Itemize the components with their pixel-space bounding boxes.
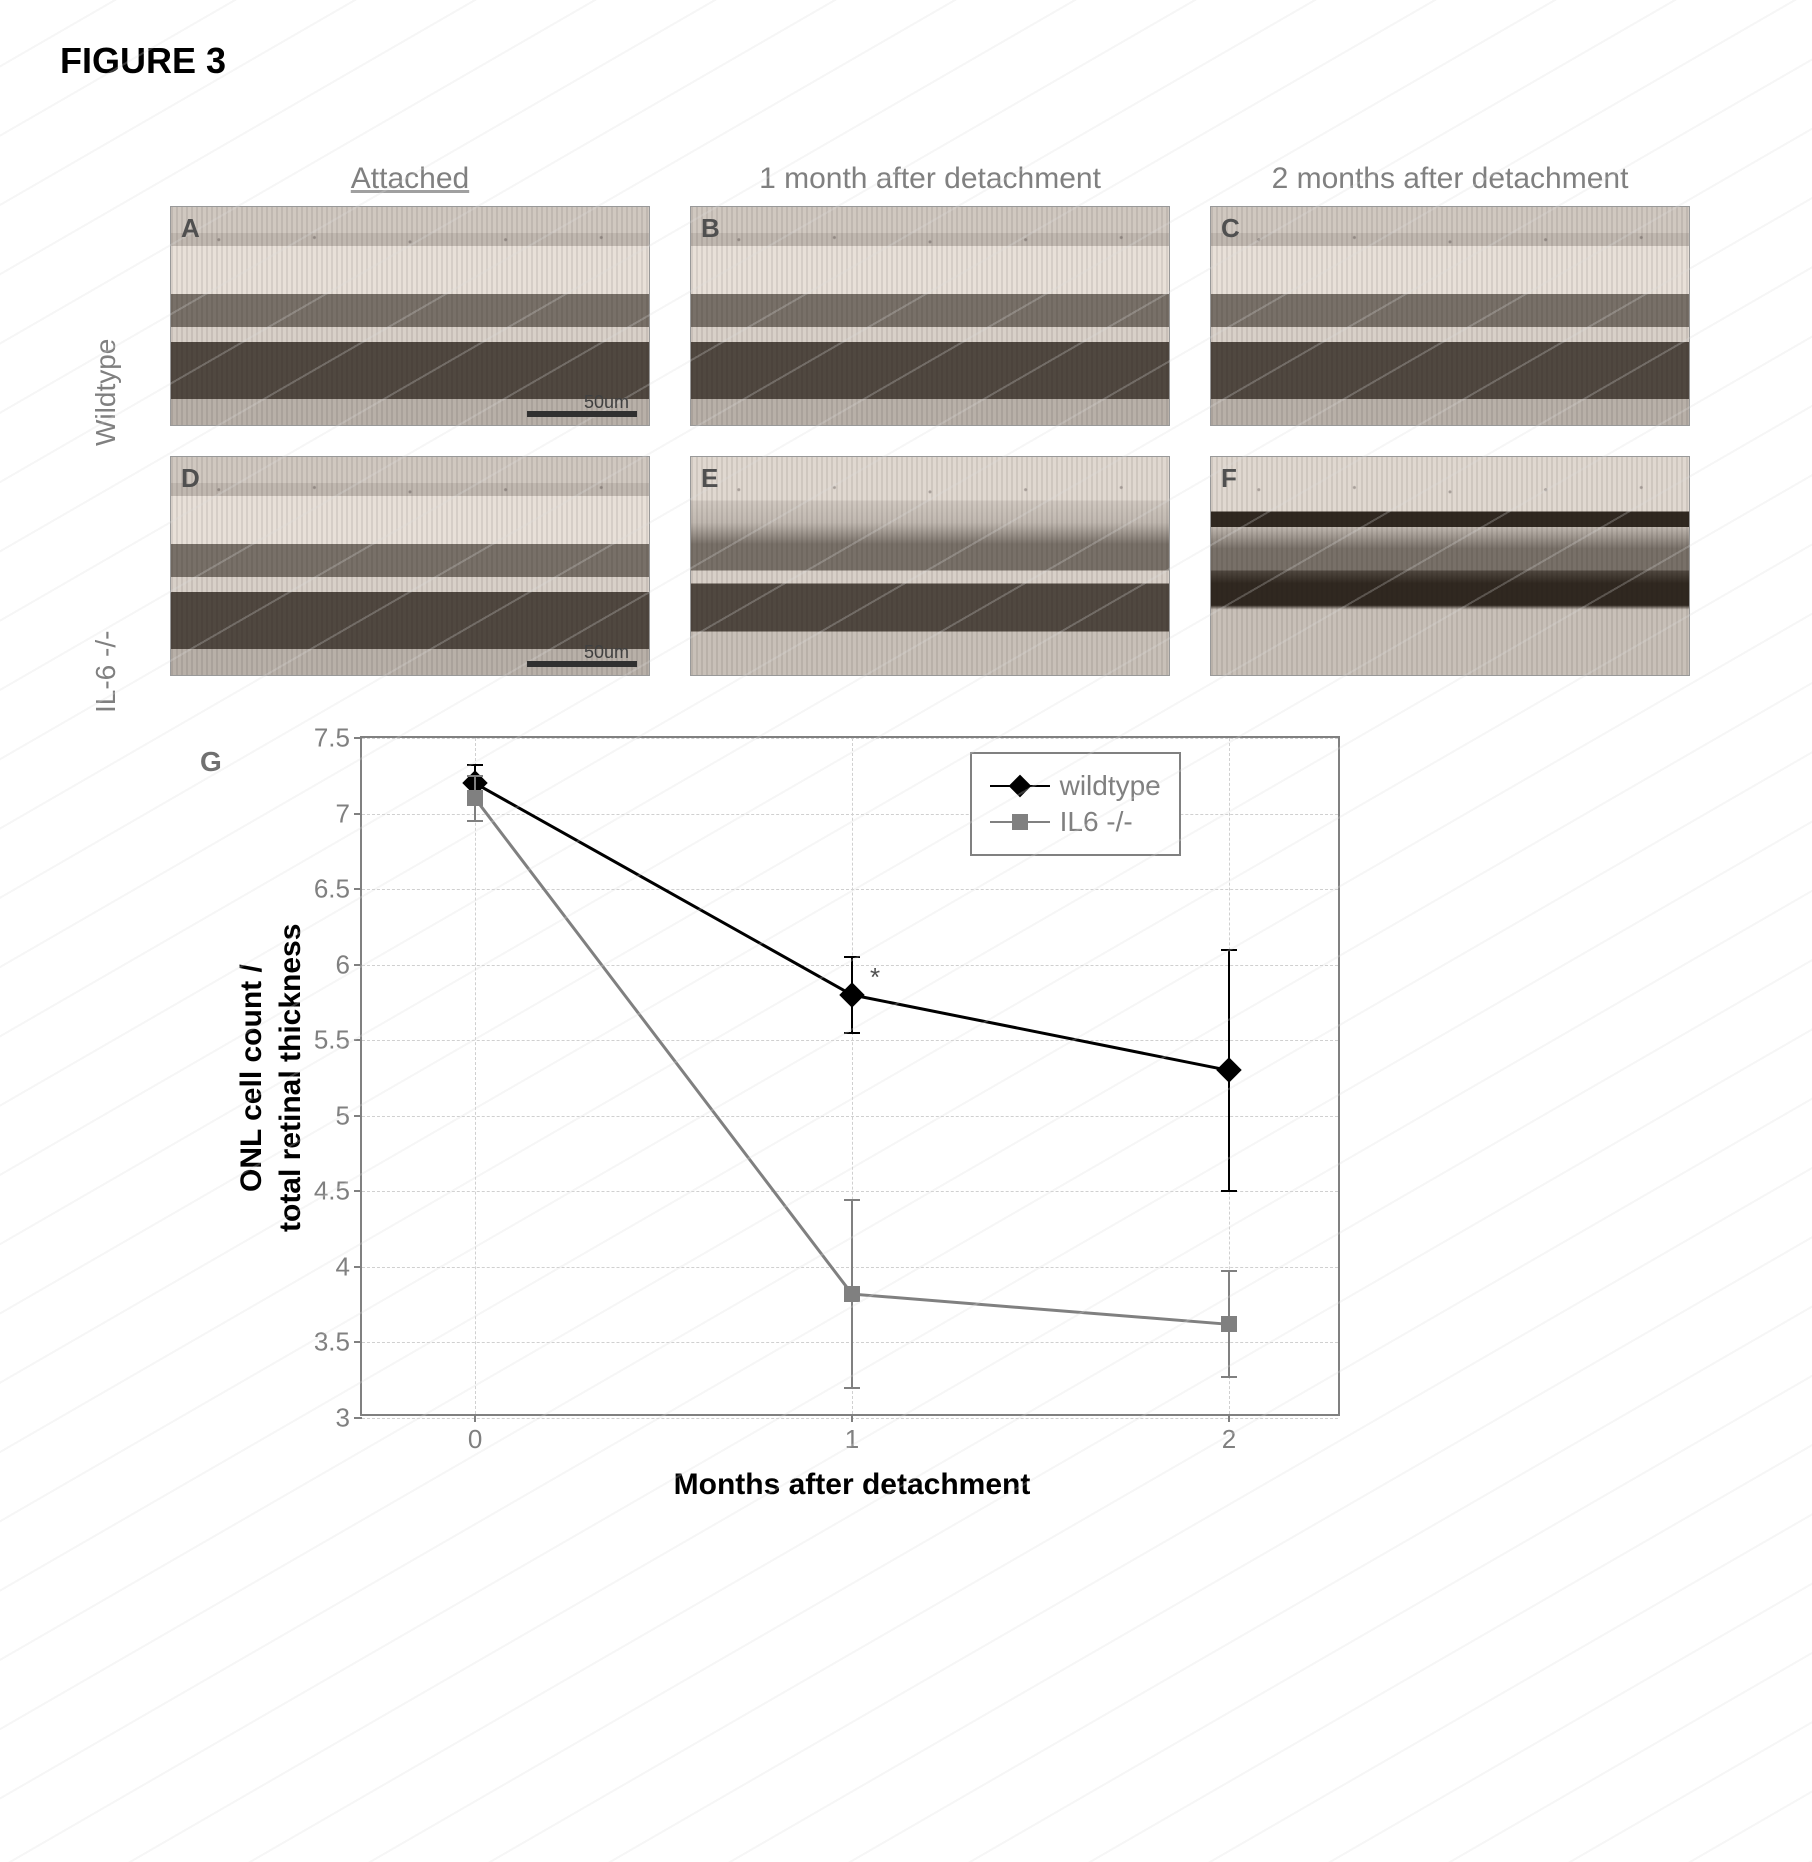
gridline-horizontal: [362, 1418, 1338, 1419]
column-header-attached: Attached: [170, 162, 650, 196]
y-tick-label: 7.5: [314, 723, 350, 754]
column-header-1month: 1 month after detachment: [690, 162, 1170, 196]
panel-letter-e: E: [701, 463, 718, 494]
line-chart: 33.544.555.566.577.5012ONL cell count / …: [360, 736, 1340, 1416]
y-tick: [354, 1190, 362, 1192]
legend-label: IL6 -/-: [1060, 806, 1133, 838]
y-tick-label: 3.5: [314, 1327, 350, 1358]
y-tick: [354, 1266, 362, 1268]
panel-letter-g: G: [200, 746, 222, 778]
y-tick: [354, 1115, 362, 1117]
y-tick: [354, 813, 362, 815]
y-tick-label: 5: [336, 1100, 350, 1131]
chart-legend: wildtype IL6 -/-: [970, 752, 1181, 856]
column-header-2months: 2 months after detachment: [1210, 162, 1690, 196]
legend-item: wildtype: [990, 770, 1161, 802]
panel-d: D 50um: [170, 456, 650, 676]
y-tick-label: 4: [336, 1251, 350, 1282]
y-tick-label: 5.5: [314, 1025, 350, 1056]
y-tick: [354, 737, 362, 739]
data-marker-IL6 -/-: [1221, 1316, 1237, 1332]
legend-item: IL6 -/-: [990, 806, 1161, 838]
chart-container: G 33.544.555.566.577.5012ONL cell count …: [170, 736, 1752, 1416]
row-label-il6ko: IL-6 -/-: [90, 582, 122, 762]
panel-c: C: [1210, 206, 1690, 426]
data-marker-IL6 -/-: [467, 790, 483, 806]
significance-mark: *: [870, 962, 880, 993]
y-tick-label: 6.5: [314, 874, 350, 905]
y-tick-label: 6: [336, 949, 350, 980]
panel-e: E: [690, 456, 1170, 676]
panel-f: F: [1210, 456, 1690, 676]
y-axis-label: ONL cell count / total retinal thickness: [232, 738, 310, 1418]
scalebar-label-d: 50um: [584, 642, 629, 663]
x-tick-label: 1: [845, 1424, 859, 1455]
panel-letter-c: C: [1221, 213, 1240, 244]
panel-letter-f: F: [1221, 463, 1237, 494]
y-tick: [354, 1341, 362, 1343]
legend-label: wildtype: [1060, 770, 1161, 802]
y-tick: [354, 1417, 362, 1419]
x-tick-label: 0: [468, 1424, 482, 1455]
row-label-wildtype: Wildtype: [90, 302, 122, 482]
y-tick: [354, 888, 362, 890]
panel-b: B: [690, 206, 1170, 426]
x-axis-label: Months after detachment: [362, 1468, 1342, 1502]
y-tick-label: 3: [336, 1403, 350, 1434]
y-tick: [354, 1039, 362, 1041]
panel-letter-a: A: [181, 213, 200, 244]
y-tick: [354, 964, 362, 966]
x-tick-label: 2: [1222, 1424, 1236, 1455]
panel-a: A 50um: [170, 206, 650, 426]
y-tick-label: 4.5: [314, 1176, 350, 1207]
figure-title: FIGURE 3: [60, 40, 1752, 82]
panel-letter-b: B: [701, 213, 720, 244]
y-tick-label: 7: [336, 798, 350, 829]
histology-panels: Wildtype IL-6 -/- Attached 1 month after…: [130, 162, 1752, 676]
panel-letter-d: D: [181, 463, 200, 494]
data-marker-IL6 -/-: [844, 1286, 860, 1302]
scalebar-label-a: 50um: [584, 392, 629, 413]
